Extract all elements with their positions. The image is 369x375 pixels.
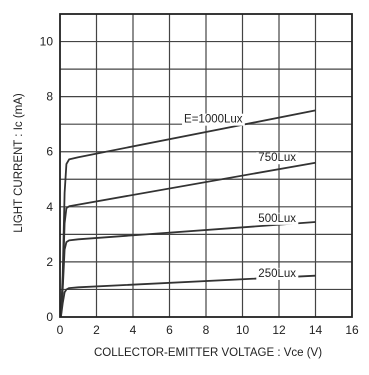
frame-layer [59,13,353,318]
x-tick-label: 10 [236,323,250,337]
x-axis-label: COLLECTOR-EMITTER VOLTAGE : Vce (V) [94,347,322,359]
y-tick-label: 8 [46,90,53,104]
y-tick-label: 2 [46,255,53,269]
x-tick-label: 8 [203,323,210,337]
plot-frame [59,13,353,318]
series-label-bg [256,267,299,280]
series-line [60,221,316,318]
series-label-bg [256,212,299,225]
x-tick-label: 0 [57,323,64,337]
y-tick-label: 4 [46,200,53,214]
grid-layer [60,14,352,317]
series-label: 750Lux [258,152,296,164]
x-tick-label: 2 [93,323,100,337]
series-line [60,161,316,318]
x-tick-label: 4 [130,323,137,337]
series-layer [60,109,316,318]
series-label: 250Lux [258,268,296,280]
series-label-bg [256,152,299,165]
y-tick-label: 6 [46,145,53,159]
series-label-bg [182,113,245,126]
x-tick-label: 6 [166,323,173,337]
label-layer: E=1000Lux 750Lux 500Lux 250Lux [182,113,299,280]
x-tick-label: 12 [272,323,286,337]
x-tick-label: 14 [309,323,323,337]
x-tick-label: 16 [345,323,359,337]
y-tick-label: 0 [46,310,53,324]
series-line [60,274,316,318]
series-label: E=1000Lux [184,114,243,126]
tick-layer: 0 2 4 6 8 10 12 14 16 0 2 4 6 8 10 [40,35,359,337]
y-tick-label: 10 [40,35,54,49]
series-label: 500Lux [258,213,296,225]
y-axis-label: LIGHT CURRENT : Ic (mA) [13,93,25,233]
